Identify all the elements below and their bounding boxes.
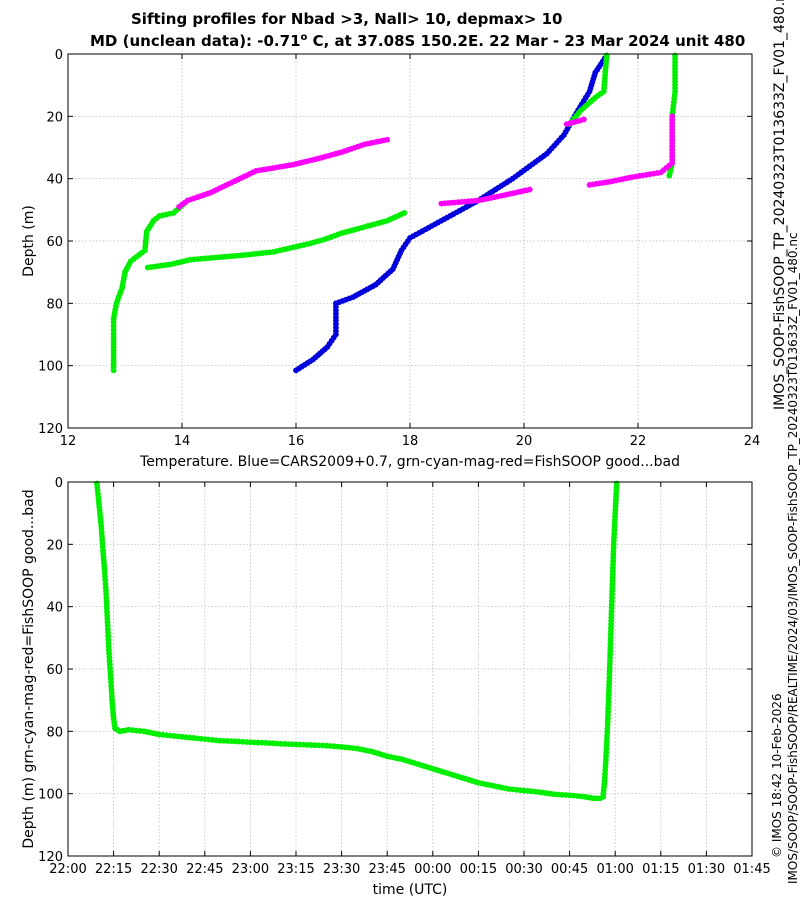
chart-title-line2: MD (unclean data): -0.71o C, at 37.08S 1… <box>90 32 745 50</box>
bottom-x-tick-label: 23:30 <box>323 862 360 877</box>
top-data-point <box>401 210 408 216</box>
bottom-y-tick-label: 20 <box>46 538 63 553</box>
top-y-tick-label: 0 <box>55 48 63 63</box>
title-line2-prefix: MD (unclean data): -0.71 <box>90 32 301 50</box>
top-data-point <box>580 116 587 123</box>
bottom-x-tick-label: 23:00 <box>232 862 269 877</box>
bottom-x-tick-label: 00:15 <box>460 862 497 877</box>
top-axes-frame <box>67 53 753 429</box>
copyright-label: © IMOS 18:42 10-Feb-2026 <box>770 693 784 858</box>
chart-title-line1: Sifting profiles for Nbad >3, Nall> 10, … <box>131 10 563 28</box>
bottom-x-tick-label: 22:00 <box>49 862 86 877</box>
bottom-x-axis-label: time (UTC) <box>373 882 448 898</box>
bottom-x-tick-label: 22:15 <box>95 862 132 877</box>
top-x-axis-label: Temperature. Blue=CARS2009+0.7, grn-cyan… <box>139 454 680 470</box>
bottom-y-tick-label: 120 <box>38 850 63 865</box>
top-y-tick-label: 80 <box>46 297 63 312</box>
bottom-panel: 22:00 22:15 22:30 22:45 23:00 23:15 23:30 23:45… <box>21 476 771 898</box>
top-data-point <box>526 186 533 193</box>
top-x-tick-label: 18 <box>402 434 419 449</box>
top-y-tick-label: 60 <box>46 235 63 250</box>
bottom-x-tick-label: 01:15 <box>642 862 679 877</box>
top-y-tick-label: 20 <box>46 110 63 125</box>
top-x-tick-label: 14 <box>174 434 191 449</box>
title-line2-suffix: C, at 37.08S 150.2E. 22 Mar - 23 Mar 202… <box>307 32 746 50</box>
bottom-x-tick-label: 00:00 <box>414 862 451 877</box>
bottom-x-tick-label: 23:15 <box>277 862 314 877</box>
degree-symbol: o <box>300 32 308 43</box>
bottom-x-tick-label: 01:45 <box>733 862 770 877</box>
top-x-tick-label: 22 <box>630 434 647 449</box>
top-x-tick-label: 24 <box>744 434 761 449</box>
bottom-y-axis-label: Depth (m) grn-cyan-mag-red=FishSOOP good… <box>21 489 37 848</box>
top-data-point <box>669 113 676 120</box>
bottom-y-tick-label: 100 <box>38 788 63 803</box>
bottom-y-tick-label: 40 <box>46 601 63 616</box>
bottom-plot-area <box>68 482 752 856</box>
bottom-x-tick-label: 01:00 <box>596 862 633 877</box>
bottom-y-tick-label: 0 <box>55 476 63 491</box>
top-y-tick-label: 100 <box>38 360 63 375</box>
bottom-x-tick-label: 23:45 <box>368 862 405 877</box>
top-y-axis-label: Depth (m) <box>21 205 37 277</box>
top-y-tick-label: 120 <box>38 422 63 437</box>
file-path-label: IMOS/SOOP/SOOP-FishSOOP/REALTIME/2024/03… <box>786 232 800 884</box>
top-data-point <box>666 172 673 179</box>
bottom-x-tick-label: 00:30 <box>505 862 542 877</box>
bottom-x-tick-label: 22:45 <box>186 862 223 877</box>
top-y-tick-label: 40 <box>46 173 63 188</box>
bottom-y-tick-label: 80 <box>46 725 63 740</box>
top-data-point <box>384 136 391 143</box>
top-x-tick-label: 20 <box>516 434 533 449</box>
top-x-tick-label: 12 <box>60 434 77 449</box>
bottom-x-tick-label: 22:30 <box>140 862 177 877</box>
bottom-y-tick-label: 60 <box>46 663 63 678</box>
bottom-x-tick-label: 01:30 <box>688 862 725 877</box>
bottom-axes-frame <box>67 481 753 857</box>
top-panel: 12 14 16 18 20 22 24 0 20 40 60 80 100 120 Temperature… <box>21 48 760 470</box>
bottom-x-tick-label: 00:45 <box>551 862 588 877</box>
top-x-tick-label: 16 <box>288 434 305 449</box>
